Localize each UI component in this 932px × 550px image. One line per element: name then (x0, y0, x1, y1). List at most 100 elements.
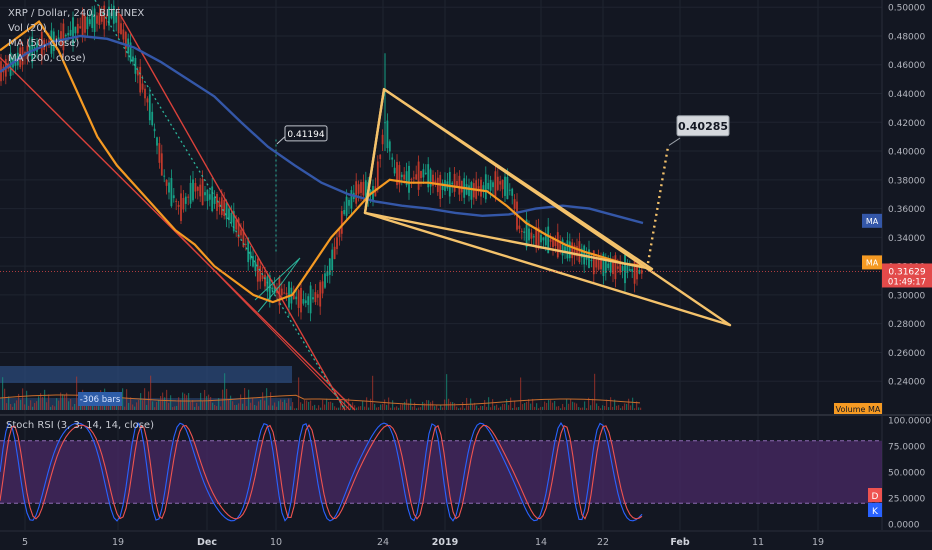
candle-body (220, 197, 223, 215)
candle-body (588, 249, 590, 268)
candle-body (292, 294, 295, 300)
volume-bar (146, 404, 148, 410)
candle-body (484, 174, 487, 200)
volume-bar (264, 400, 266, 410)
volume-bar (214, 404, 216, 410)
volume-bar (574, 402, 576, 410)
volume-bar (224, 373, 226, 410)
candle-body (98, 12, 101, 25)
volume-bar (242, 403, 244, 410)
volume-bar (478, 408, 480, 410)
volume-bar (566, 399, 568, 410)
volume-bar (492, 399, 494, 410)
volume-bar (604, 405, 606, 410)
green-pennant (254, 257, 301, 313)
price-badge-countdown: 01:49:17 (888, 277, 926, 287)
candle-body (218, 201, 221, 208)
candle-body (67, 32, 70, 36)
candle-body (180, 193, 182, 221)
volume-bar (534, 406, 536, 410)
candle-body (100, 14, 103, 22)
volume-bar (526, 401, 528, 410)
volume-bar (272, 405, 274, 410)
candle-body (300, 287, 302, 313)
price-tick-label: 0.36000 (888, 205, 925, 215)
volume-bar (212, 402, 214, 410)
time-tick-label: 14 (535, 537, 547, 548)
volume-bar (386, 404, 388, 410)
badge-text: MA (866, 258, 879, 267)
candle-body (124, 31, 127, 49)
volume-bar (420, 407, 422, 410)
volume-bar (536, 403, 538, 410)
volume-bar (142, 400, 144, 410)
volume-bar (592, 398, 594, 410)
volume-bar (474, 402, 476, 410)
rsi-d-badge: D (868, 488, 882, 502)
candle-body (88, 19, 91, 25)
callout-pointer (276, 136, 286, 145)
volume-bar (18, 393, 20, 410)
volume-bar (576, 403, 578, 410)
callout-box (284, 125, 328, 142)
candle-body (619, 263, 622, 273)
candle-body (93, 8, 96, 32)
candle-body (213, 197, 216, 204)
volume-bar (312, 405, 314, 410)
rsi-tick-label: 25.0000 (888, 495, 925, 505)
volume-bar (332, 402, 334, 410)
volume-bar (338, 407, 340, 410)
candle-body (223, 199, 226, 216)
candle-body (403, 174, 406, 180)
price-tick-label: 0.40000 (888, 148, 925, 158)
bars-label-text: -306 bars (80, 395, 121, 405)
volume-bar (262, 392, 264, 410)
volume-bar (198, 406, 200, 410)
volume-bar (342, 408, 344, 410)
price-tick-label: 0.24000 (888, 378, 925, 388)
volume-bar (186, 395, 188, 410)
volume-bar (430, 402, 432, 410)
volume-bar (210, 397, 212, 410)
volume-bar (462, 401, 464, 410)
volume-bar (162, 392, 164, 410)
volume-bar (502, 404, 504, 410)
candle-body (122, 29, 125, 40)
candle-body (336, 237, 338, 249)
time-tick-label: 5 (22, 537, 28, 548)
volume-bar (52, 405, 54, 410)
candle-body (144, 88, 146, 99)
volume-bar (582, 407, 584, 410)
candle-body (146, 98, 149, 103)
volume-bar (362, 400, 364, 410)
candle-body (369, 189, 372, 195)
candle-body (252, 256, 254, 267)
candle-body (79, 26, 82, 29)
candle-body (408, 165, 410, 193)
volume-bar (414, 402, 416, 410)
volume-bar (522, 404, 524, 410)
volume-bar (388, 397, 390, 410)
time-tick-label: 24 (377, 537, 389, 548)
candle-body (470, 182, 473, 200)
volume-bar (274, 402, 276, 410)
price-tick-label: 0.38000 (888, 176, 925, 186)
volume-bar (454, 403, 456, 410)
volume-bar (254, 404, 256, 410)
legend-vol: Vol (20) (8, 23, 47, 34)
volume-bar (112, 404, 114, 410)
volume-bar (294, 408, 296, 410)
volume-bar (586, 408, 588, 410)
candle-body (316, 294, 319, 298)
volume-bar (154, 407, 156, 410)
volume-bar (190, 402, 192, 410)
candle-body (117, 12, 120, 34)
candle-body (424, 172, 427, 175)
candle-body (136, 70, 139, 76)
candle-body (506, 176, 509, 200)
bars-label: -306 bars (78, 392, 122, 406)
volume-bar (174, 406, 176, 410)
candle-body (540, 234, 542, 243)
